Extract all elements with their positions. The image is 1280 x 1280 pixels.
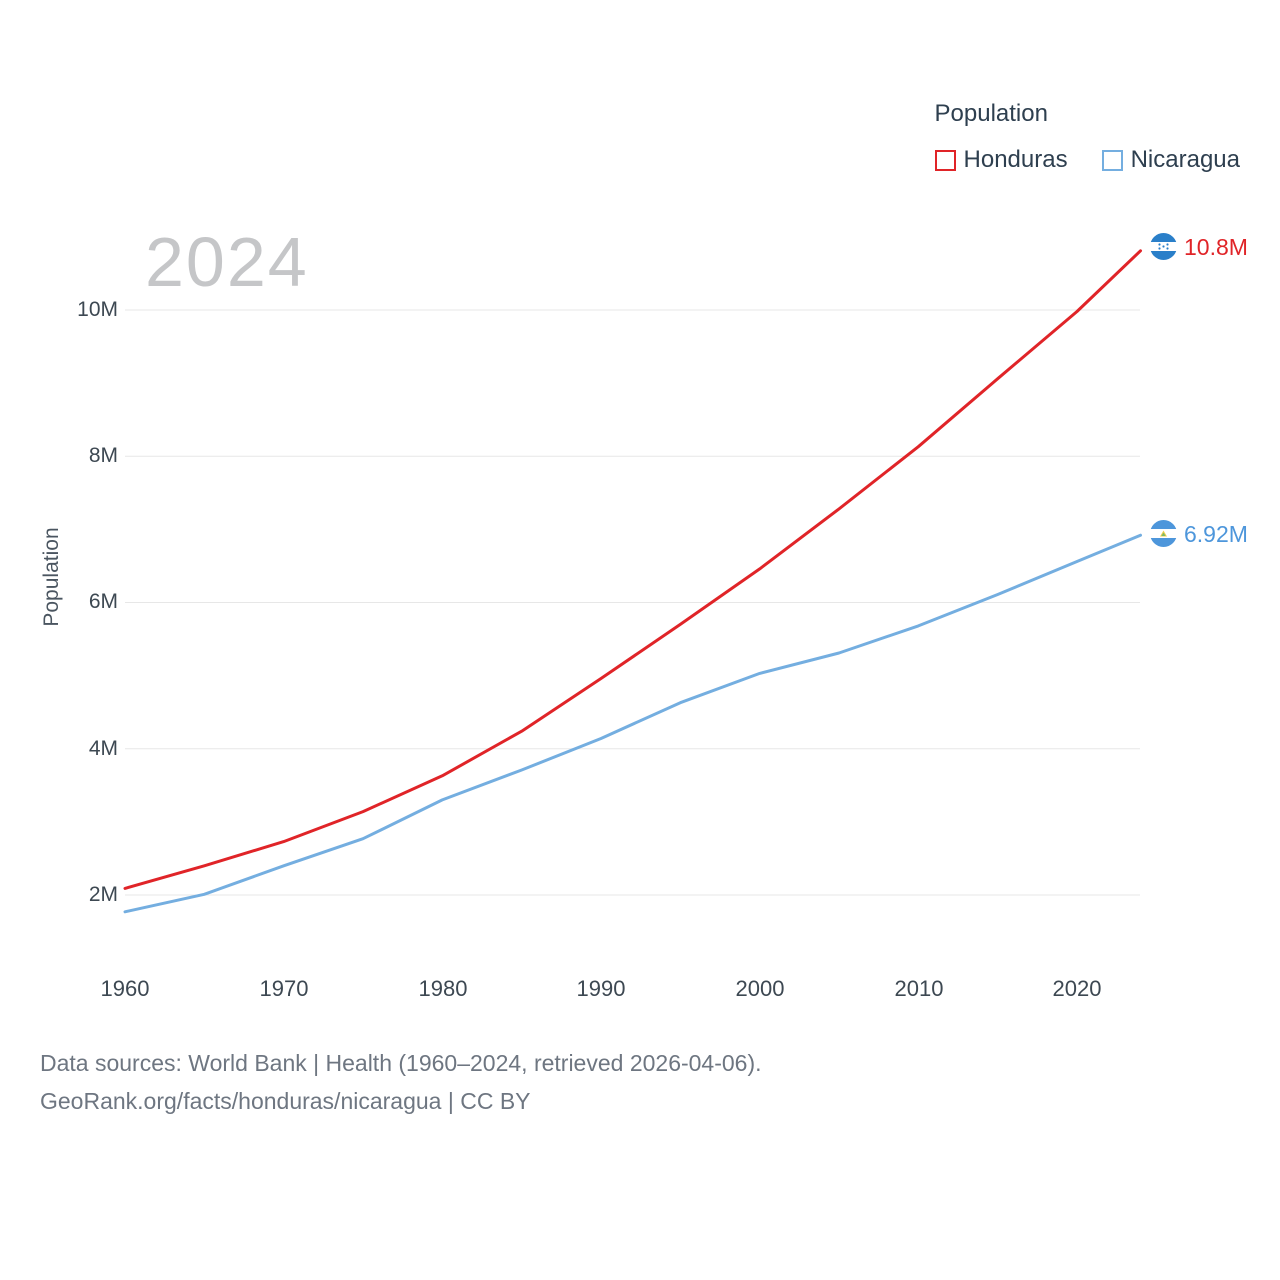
honduras-flag-icon: [1150, 233, 1177, 260]
nicaragua-flag-icon: [1150, 520, 1177, 547]
y-tick-2m: 2M: [88, 883, 118, 906]
x-tick-1990: 1990: [576, 976, 626, 1001]
legend: Population Honduras Nicaragua: [934, 100, 1240, 174]
legend-label-honduras: Honduras: [963, 146, 1068, 173]
attribution-line: GeoRank.org/facts/honduras/nicaragua | C…: [40, 1088, 531, 1114]
legend-title: Population: [934, 100, 1048, 127]
y-tick-4m: 4M: [88, 737, 118, 760]
honduras-end-value-label: 10.8M: [1184, 234, 1248, 260]
nicaragua-swatch-icon: [1101, 149, 1123, 171]
x-tick-2010: 2010: [894, 976, 944, 1001]
footer: Data sources: World Bank | Health (1960–…: [40, 1044, 762, 1120]
y-tick-10m: 10M: [77, 298, 118, 321]
x-tick-1980: 1980: [418, 976, 468, 1001]
legend-items: Honduras Nicaragua: [934, 146, 1240, 174]
y-tick-8m: 8M: [88, 444, 118, 467]
watermark-year: 2024: [145, 223, 309, 301]
legend-label-nicaragua: Nicaragua: [1130, 146, 1240, 173]
legend-item-nicaragua[interactable]: Nicaragua: [1101, 146, 1240, 174]
x-tick-1970: 1970: [259, 976, 309, 1001]
honduras-swatch-icon: [934, 149, 956, 171]
legend-item-honduras[interactable]: Honduras: [934, 146, 1068, 174]
nicaragua-end-value-label: 6.92M: [1184, 521, 1248, 547]
y-axis-title: Population: [40, 527, 63, 627]
x-tick-1960: 1960: [100, 976, 150, 1001]
x-tick-2020: 2020: [1052, 976, 1102, 1001]
y-tick-6m: 6M: [88, 590, 118, 613]
x-tick-2000: 2000: [735, 976, 785, 1001]
data-source-line: Data sources: World Bank | Health (1960–…: [40, 1050, 762, 1076]
